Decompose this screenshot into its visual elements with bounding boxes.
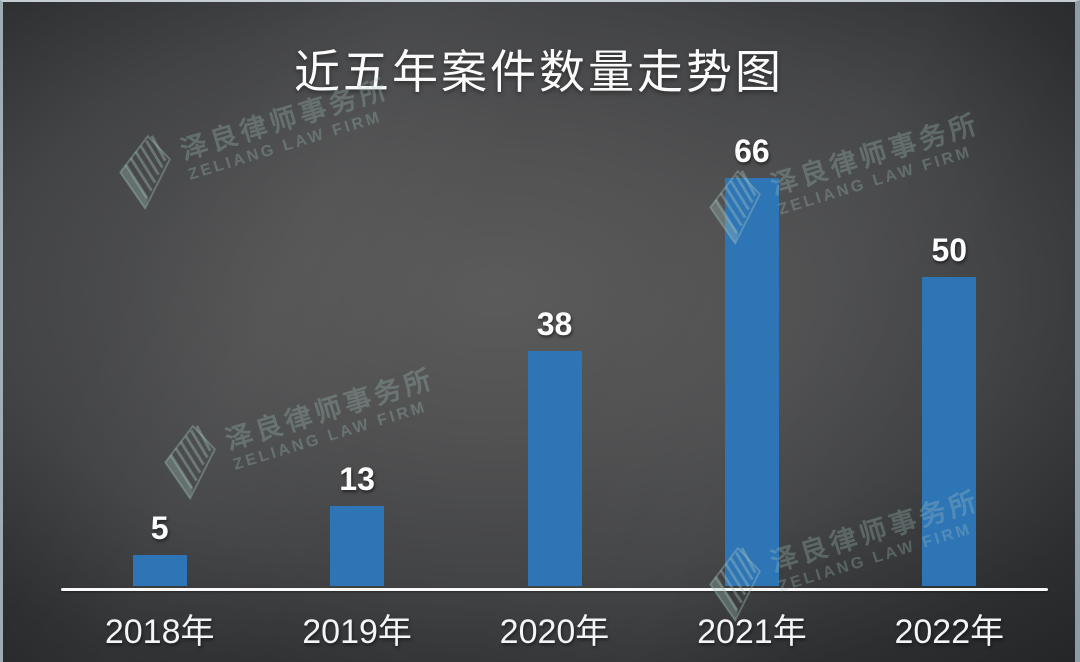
- value-label-2022年: 50: [931, 232, 968, 268]
- x-axis-line: [61, 588, 1048, 591]
- value-label-2020年: 38: [536, 306, 573, 342]
- watermark-text: 泽良律师事务所 ZELIANG LAW FIRM: [222, 363, 444, 474]
- watermark-name-en: ZELIANG LAW FIRM: [186, 108, 385, 184]
- zeliang-law-firm-logo-icon: [119, 134, 171, 211]
- x-axis-label-2019年: 2019年: [302, 613, 412, 651]
- x-axis-label-2020年: 2020年: [499, 613, 610, 651]
- zeliang-law-firm-logo-icon: [164, 424, 216, 501]
- watermark-name-cn: 泽良律师事务所: [221, 363, 439, 456]
- value-label-2019年: 13: [339, 461, 375, 497]
- chart-title: 近五年案件数量走势图: [294, 47, 784, 98]
- x-axis-label-2018年: 2018年: [104, 613, 215, 651]
- bar-2022年: [922, 277, 977, 586]
- x-axis-label-2021年: 2021年: [697, 613, 807, 651]
- value-label-2018年: 5: [150, 510, 169, 546]
- bar-2020年: [527, 351, 582, 586]
- x-axis-label-2022年: 2022年: [894, 613, 1005, 651]
- value-label-2021年: 66: [734, 133, 770, 169]
- bar-2018年: [132, 555, 187, 586]
- bar-2019年: [330, 506, 385, 586]
- bar-2021年: [724, 178, 779, 586]
